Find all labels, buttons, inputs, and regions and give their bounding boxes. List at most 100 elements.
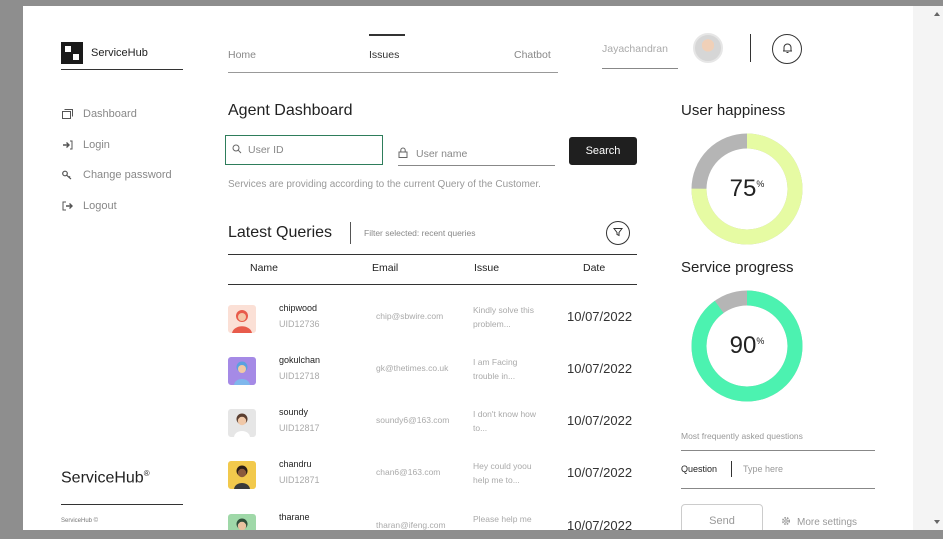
logo-text: ServiceHub [91, 46, 148, 59]
sidebar-item-label: Dashboard [83, 108, 137, 121]
logo[interactable]: ServiceHub [61, 36, 183, 70]
faq-label: Most frequently asked questions [681, 431, 803, 441]
user-name-input[interactable]: User name [398, 143, 555, 166]
row-uid: UID12871 [279, 475, 320, 485]
row-issue: Please help me [473, 514, 532, 524]
services-note: Services are providing according to the … [228, 179, 541, 190]
top-nav: Home Issues Chatbot [228, 34, 678, 74]
sidebar-item-login[interactable]: Login [61, 130, 172, 161]
footer-brand: ServiceHub® [61, 469, 150, 487]
divider [681, 488, 875, 489]
row-name: chandru [279, 459, 312, 469]
notification-button[interactable] [772, 34, 802, 64]
row-date: 10/07/2022 [567, 413, 633, 428]
user-id-placeholder: User ID [248, 144, 284, 156]
filter-button[interactable] [606, 221, 630, 245]
avatar [228, 357, 256, 385]
row-date: 10/07/2022 [567, 518, 633, 530]
avatar [228, 514, 256, 530]
tab-home[interactable]: Home [228, 49, 257, 61]
latest-queries-title: Latest Queries [228, 224, 333, 241]
tab-chatbot[interactable]: Chatbot [514, 49, 551, 61]
scroll-up-icon[interactable] [934, 12, 940, 16]
page-title: Agent Dashboard [228, 102, 353, 119]
table-row[interactable]: gokulchan UID12718 gk@thetimes.co.uk I a… [228, 355, 637, 407]
sidebar-item-logout[interactable]: Logout [61, 191, 172, 222]
column-header-issue[interactable]: Issue [474, 262, 500, 274]
sidebar-item-label: Login [83, 138, 110, 151]
row-date: 10/07/2022 [567, 361, 633, 376]
top-nav-underline [228, 72, 558, 73]
sidebar-nav: Dashboard Login Change password Logout [61, 99, 172, 221]
divider [350, 222, 351, 244]
more-settings-button[interactable]: More settings [781, 516, 857, 529]
dashboard-icon [61, 108, 73, 120]
row-name: tharane [279, 512, 310, 522]
row-issue: Kindly solve this problem... [473, 305, 534, 330]
lock-icon [398, 147, 408, 161]
sidebar-item-change-password[interactable]: Change password [61, 160, 172, 191]
scroll-down-icon[interactable] [934, 520, 940, 524]
filter-icon [613, 227, 623, 240]
table-row[interactable]: chipwood UID12736 chip@sbwire.com Kindly… [228, 303, 637, 355]
gauge-fill [691, 290, 803, 402]
filter-text: Filter selected: recent queries [364, 228, 476, 238]
row-email: soundy6@163.com [376, 415, 450, 425]
footer-copyright: ServiceHub © [61, 518, 99, 524]
user-happiness-gauge: 75% [690, 132, 804, 246]
row-email: chan6@163.com [376, 467, 441, 477]
active-tab-indicator [369, 34, 405, 36]
row-name: chipwood [279, 303, 318, 313]
search-button[interactable]: Search [569, 137, 637, 165]
divider [731, 461, 732, 477]
divider [681, 450, 875, 451]
service-progress-title: Service progress [681, 259, 794, 276]
logo-mark-icon [61, 41, 83, 64]
send-button[interactable]: Send [681, 504, 763, 530]
user-id-input[interactable]: User ID [225, 135, 383, 165]
divider [750, 34, 751, 62]
user-happiness-value: 75% [729, 175, 765, 202]
service-progress-value: 90% [729, 332, 765, 359]
row-email: chip@sbwire.com [376, 311, 444, 321]
column-header-email[interactable]: Email [372, 262, 399, 274]
row-name: soundy [279, 407, 309, 417]
row-issue: I am Facing trouble in... [473, 357, 518, 382]
sidebar-item-label: Change password [83, 169, 172, 182]
more-settings-label: More settings [797, 517, 858, 528]
gear-icon [781, 516, 791, 529]
sidebar-item-dashboard[interactable]: Dashboard [61, 99, 172, 130]
app-window: ServiceHub Dashboard Login Change passwo… [23, 6, 913, 530]
gauge-fill [691, 133, 803, 245]
table-divider [228, 284, 637, 285]
user-name-placeholder: User name [416, 148, 468, 160]
row-email: tharan@ifeng.com [376, 520, 446, 530]
column-header-date[interactable]: Date [583, 262, 606, 274]
avatar[interactable] [693, 33, 723, 63]
row-name: gokulchan [279, 355, 321, 365]
row-issue: I don't know how to... [473, 409, 537, 434]
tab-issues[interactable]: Issues [369, 49, 400, 61]
table-row[interactable]: chandru UID12871 chan6@163.com Hey could… [228, 459, 637, 511]
row-uid: UID12817 [279, 423, 320, 433]
avatar [228, 305, 256, 333]
column-header-name[interactable]: Name [250, 262, 279, 274]
table-row[interactable]: tharane tharan@ifeng.com Please help me … [228, 512, 637, 530]
bell-icon [782, 42, 793, 57]
row-email: gk@thetimes.co.uk [376, 363, 449, 373]
scrollbar[interactable] [913, 6, 943, 530]
avatar [228, 409, 256, 437]
table-divider [228, 254, 637, 255]
question-label: Question [681, 464, 718, 474]
user-name[interactable]: Jayachandran [602, 43, 678, 69]
login-icon [61, 139, 73, 151]
key-icon [61, 169, 73, 181]
question-input[interactable]: Type here [743, 464, 784, 474]
divider [61, 504, 183, 505]
row-uid: UID12718 [279, 371, 320, 381]
table-row[interactable]: soundy UID12817 soundy6@163.com I don't … [228, 407, 637, 459]
user-happiness-title: User happiness [681, 102, 786, 119]
logout-icon [61, 200, 73, 212]
sidebar-item-label: Logout [83, 199, 117, 212]
service-progress-gauge: 90% [690, 289, 804, 403]
